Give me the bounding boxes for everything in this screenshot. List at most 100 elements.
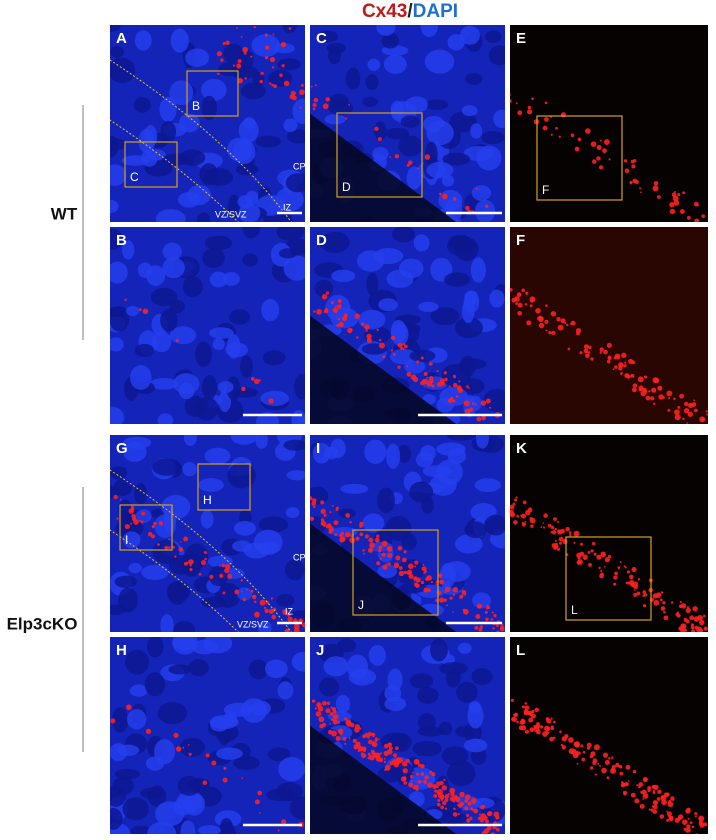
cx43-puncta	[554, 527, 557, 531]
cx43-puncta	[381, 552, 386, 557]
nucleus	[110, 25, 121, 32]
micrograph-panel: B	[110, 227, 305, 424]
nucleus	[149, 378, 179, 390]
cx43-puncta	[558, 536, 564, 542]
nucleus	[493, 109, 505, 129]
cx43-puncta	[383, 743, 389, 749]
cx43-puncta	[493, 430, 495, 432]
cx43-puncta	[678, 604, 683, 609]
cx43-puncta	[514, 296, 520, 302]
cx43-puncta	[397, 365, 401, 369]
cx43-puncta	[570, 322, 573, 325]
cx43-puncta	[312, 107, 316, 111]
cx43-puncta	[277, 829, 280, 832]
cx43-puncta	[553, 543, 559, 549]
cx43-puncta	[576, 743, 580, 747]
cx43-puncta	[647, 788, 651, 793]
cx43-puncta	[638, 785, 641, 789]
cx43-puncta	[188, 559, 194, 565]
cx43-puncta	[513, 713, 517, 718]
nucleus	[358, 309, 386, 330]
cx43-puncta	[268, 398, 274, 404]
nucleus	[470, 257, 486, 283]
nucleus	[412, 740, 442, 757]
cx43-puncta	[677, 192, 681, 197]
nucleus	[155, 801, 185, 827]
cx43-puncta	[539, 725, 544, 729]
nucleus	[169, 80, 194, 106]
cx43-puncta	[253, 26, 256, 29]
cx43-puncta	[663, 615, 669, 621]
cx43-puncta	[376, 328, 379, 332]
cx43-puncta	[222, 777, 228, 783]
cx43-puncta	[317, 706, 324, 712]
cx43-puncta	[389, 761, 394, 766]
cx43-puncta	[333, 520, 339, 526]
cx43-puncta	[379, 752, 382, 755]
cx43-puncta	[288, 27, 292, 30]
cx43-puncta	[406, 569, 413, 576]
cx43-puncta	[670, 601, 674, 604]
cx43-puncta	[439, 794, 443, 797]
cx43-puncta	[539, 316, 544, 322]
cx43-puncta	[354, 313, 360, 319]
nucleus	[110, 406, 125, 424]
cx43-puncta	[326, 701, 331, 705]
nucleus	[112, 707, 129, 733]
cx43-puncta	[698, 429, 702, 433]
nucleus	[373, 248, 404, 265]
cx43-puncta	[246, 588, 249, 591]
panel-letter: F	[516, 232, 525, 249]
cx43-puncta	[357, 745, 364, 752]
nucleus	[228, 194, 241, 219]
nucleus	[335, 694, 351, 714]
cx43-puncta	[619, 561, 622, 564]
nucleus	[229, 309, 251, 325]
cx43-puncta	[545, 329, 548, 332]
nucleus	[155, 209, 186, 222]
cx43-puncta	[513, 498, 517, 502]
cx43-puncta	[384, 764, 391, 771]
cx43-puncta	[512, 502, 516, 506]
cx43-puncta	[403, 781, 408, 785]
nucleus	[400, 115, 420, 128]
cx43-puncta	[407, 563, 414, 570]
cx43-puncta	[359, 727, 362, 730]
cx43-puncta	[393, 562, 400, 569]
cx43-puncta	[657, 789, 662, 794]
cx43-puncta	[331, 504, 334, 507]
cx43-puncta	[623, 159, 628, 163]
cx43-puncta	[631, 360, 636, 365]
cx43-puncta	[567, 347, 571, 351]
cx43-puncta	[301, 622, 305, 628]
cx43-puncta	[517, 110, 523, 116]
nucleus	[110, 137, 127, 151]
cx43-puncta	[398, 566, 403, 570]
nucleus	[201, 596, 227, 608]
cx43-puncta	[560, 528, 565, 534]
cx43-puncta	[511, 509, 514, 512]
nucleus	[286, 129, 305, 144]
cx43-puncta	[637, 376, 644, 383]
cx43-puncta	[420, 356, 424, 360]
inset-label: J	[358, 598, 364, 612]
cx43-puncta	[587, 351, 591, 354]
nucleus	[464, 521, 487, 539]
cx43-puncta	[164, 545, 169, 550]
cx43-puncta	[552, 720, 556, 724]
cx43-puncta	[318, 716, 325, 723]
cx43-puncta	[444, 586, 451, 593]
cx43-puncta	[633, 592, 638, 597]
cx43-puncta	[361, 322, 365, 326]
cx43-puncta	[432, 784, 438, 790]
cx43-puncta	[330, 300, 334, 305]
cx43-puncta	[531, 97, 534, 101]
nucleus	[397, 444, 412, 463]
cx43-puncta	[453, 197, 457, 201]
cx43-puncta	[205, 753, 210, 758]
cx43-puncta	[332, 307, 339, 314]
cx43-puncta	[222, 591, 226, 595]
micrograph-panel: H	[110, 637, 305, 834]
cx43-puncta	[388, 742, 392, 747]
nucleus	[378, 298, 398, 312]
